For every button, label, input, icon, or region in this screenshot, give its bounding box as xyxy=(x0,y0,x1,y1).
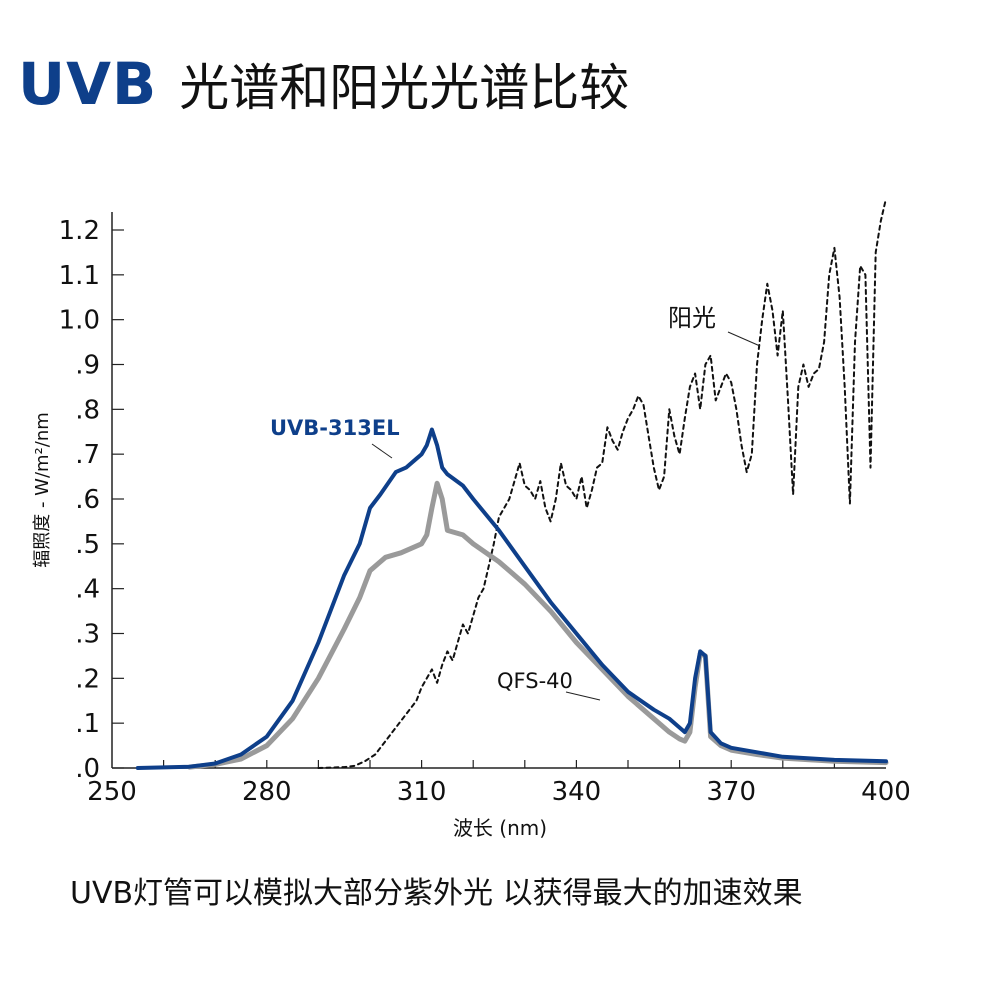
y-tick-label: .4 xyxy=(75,575,100,605)
y-tick-label: .9 xyxy=(75,351,100,381)
series-layer xyxy=(135,197,889,770)
title-uvb: UVB xyxy=(18,50,158,118)
y-tick-label: 1.2 xyxy=(59,216,100,246)
sunlight-leader-line xyxy=(727,331,761,347)
uvb313-series-label: UVB-313EL xyxy=(270,416,400,440)
x-tick-label: 370 xyxy=(706,777,756,807)
title-suffix: 光谱和阳光光谱比较 xyxy=(179,59,630,117)
sunlight-series-label: 阳光 xyxy=(668,304,716,332)
sunlight-series-line xyxy=(317,197,887,769)
qfs40-series-label: QFS-40 xyxy=(497,669,573,693)
y-axis-label: 辐照度 - W/m²/nm xyxy=(32,412,53,568)
x-ticks: 250 280 310 340 370 400 xyxy=(87,760,911,807)
y-tick-label: .6 xyxy=(75,485,100,515)
y-tick-label: .1 xyxy=(75,709,100,739)
y-ticks: .0 .1 .2 .3 .4 .5 .6 .7 .8 .9 1.0 1.1 1.2 xyxy=(59,216,124,784)
y-tick-label: .0 xyxy=(75,754,100,784)
y-tick-label: .2 xyxy=(75,664,100,694)
y-tick-label: .8 xyxy=(75,395,100,425)
uvb313-leader-line xyxy=(371,443,393,459)
x-tick-label: 280 xyxy=(242,777,292,807)
y-tick-label: .7 xyxy=(75,440,100,470)
y-tick-label: .3 xyxy=(75,620,100,650)
spectrum-chart: 250 280 310 340 370 400 .0 .1 .2 .3 .4 .5 .6 .7 .8 .9 1… xyxy=(32,197,911,840)
y-tick-label: 1.1 xyxy=(59,261,100,291)
axes xyxy=(111,212,886,769)
x-tick-label: 250 xyxy=(87,777,137,807)
x-tick-label: 310 xyxy=(397,777,447,807)
caption-text: UVB灯管可以模拟大部分紫外光 以获得最大的加速效果 xyxy=(70,876,803,911)
chart-title: UVB 光谱和阳光光谱比较 xyxy=(18,48,629,128)
y-tick-label: 1.0 xyxy=(59,306,100,336)
x-tick-label: 340 xyxy=(552,777,602,807)
uvb313-series-line xyxy=(135,427,888,770)
x-tick-label: 400 xyxy=(861,777,911,807)
annotation-layer: UVB-313EL QFS-40 阳光 xyxy=(270,304,761,701)
qfs40-series-line xyxy=(186,480,889,770)
qfs40-leader-line xyxy=(565,691,601,701)
y-tick-label: .5 xyxy=(75,530,100,560)
x-axis-label: 波长 (nm) xyxy=(453,816,547,840)
